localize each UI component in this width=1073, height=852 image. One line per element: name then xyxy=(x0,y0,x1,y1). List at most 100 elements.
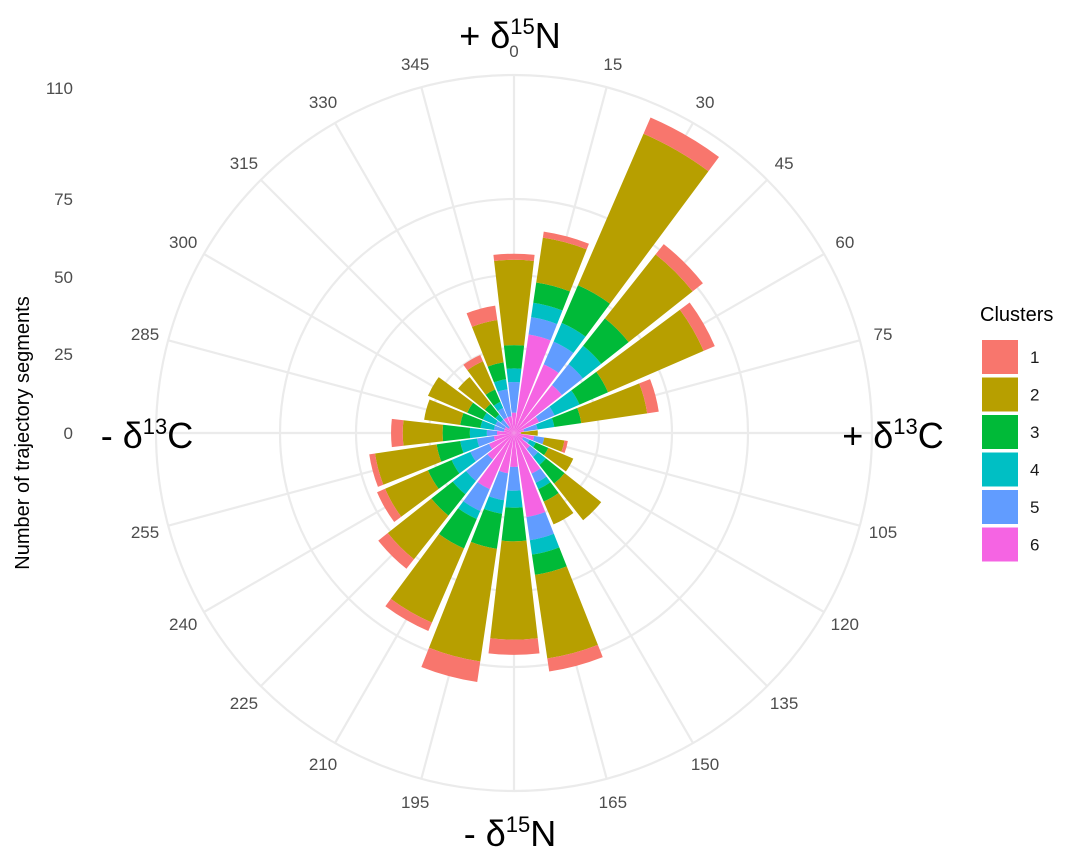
angle-tick-label-285: 285 xyxy=(131,325,159,344)
angle-tick-label-195: 195 xyxy=(401,793,429,812)
bar-segment-285-cluster-2 xyxy=(424,399,464,426)
bar-segment-165-cluster-5 xyxy=(526,512,554,541)
direction-label-right: + δ13C xyxy=(842,414,944,456)
bar-segment-45-cluster-2 xyxy=(604,254,693,343)
bar-segment-45-cluster-1 xyxy=(655,244,703,292)
radial-tick-label-50: 50 xyxy=(54,268,73,287)
bar-segment-285-cluster-4 xyxy=(480,420,496,431)
bar-segment-60-cluster-3 xyxy=(571,371,609,405)
bar-segment-60-cluster-4 xyxy=(549,390,580,416)
bar-segment-240-cluster-2 xyxy=(385,470,439,517)
bar-segment-300-cluster-5 xyxy=(495,420,506,429)
angle-tick-label-255: 255 xyxy=(131,523,159,542)
bar-segment-150-cluster-6 xyxy=(514,433,541,474)
legend-swatch-1 xyxy=(982,340,1018,374)
bar-segment-90-cluster-2 xyxy=(520,430,538,436)
bar-segment-270-cluster-5 xyxy=(486,429,498,437)
bar-segment-75-cluster-5 xyxy=(523,424,538,432)
bar-segment-165-cluster-4 xyxy=(529,533,560,555)
radial-tick-label-110: 110 xyxy=(46,79,73,98)
bar-segment-15-cluster-1 xyxy=(542,231,589,250)
bar-segment-210-cluster-4 xyxy=(458,501,481,520)
bar-segment-15-cluster-5 xyxy=(528,317,558,341)
bar-segment-45-cluster-6 xyxy=(514,385,562,433)
bar-segment-330-cluster-5 xyxy=(497,408,508,420)
angle-tick-label-210: 210 xyxy=(309,755,337,774)
legend-label-3: 3 xyxy=(1030,423,1039,442)
bars xyxy=(369,117,719,683)
grid-spoke-105 xyxy=(513,431,861,527)
bar-segment-225-cluster-3 xyxy=(431,481,466,516)
bar-segment-315-cluster-6 xyxy=(508,427,514,433)
bar-segment-15-cluster-4 xyxy=(531,302,563,325)
bar-segment-255-cluster-6 xyxy=(493,433,514,441)
bar-segment-135-cluster-2 xyxy=(554,473,602,521)
bar-segment-150-cluster-5 xyxy=(531,468,547,483)
bar-segment-180-cluster-5 xyxy=(507,466,521,491)
bar-segment-210-cluster-5 xyxy=(463,482,490,512)
bar-segment-300-cluster-6 xyxy=(504,426,514,433)
bar-segment-240-cluster-4 xyxy=(451,451,476,474)
bar-segment-180-cluster-4 xyxy=(505,490,523,508)
bar-segment-0-cluster-1 xyxy=(493,253,535,261)
bar-segment-75-cluster-6 xyxy=(514,429,525,433)
bar-segment-120-cluster-3 xyxy=(533,442,549,456)
angle-tick-label-0: 0 xyxy=(509,42,518,61)
angle-tick-label-30: 30 xyxy=(696,93,715,112)
bar-segment-60-cluster-5 xyxy=(535,406,555,423)
direction-label-top: + δ15N xyxy=(459,14,561,56)
bar-segment-180-cluster-2 xyxy=(490,540,538,640)
bar-segment-45-cluster-3 xyxy=(583,318,629,364)
legend: Clusters 1 2 3 4 5 6 xyxy=(980,304,1053,562)
bar-segment-270-cluster-3 xyxy=(442,424,471,442)
angle-tick-label-135: 135 xyxy=(770,694,798,713)
bar-segment-285-cluster-5 xyxy=(493,425,505,432)
legend-label-6: 6 xyxy=(1030,536,1039,555)
radial-tick-label-75: 75 xyxy=(54,190,73,209)
bar-segment-0-cluster-6 xyxy=(511,412,517,433)
bar-segment-210-cluster-6 xyxy=(477,433,514,490)
legend-swatch-5 xyxy=(982,490,1018,524)
bar-segment-165-cluster-1 xyxy=(547,644,603,672)
angle-tick-label-45: 45 xyxy=(775,154,794,173)
bar-segment-135-cluster-4 xyxy=(533,452,546,465)
bar-segment-240-cluster-6 xyxy=(489,433,514,450)
direction-label-left: - δ13C xyxy=(101,414,194,456)
radial-tick-label-0: 0 xyxy=(64,424,73,443)
bar-segment-345-cluster-1 xyxy=(466,305,498,327)
bar-segment-180-cluster-3 xyxy=(501,507,527,542)
radial-tick-labels: 0 25 50 75 110 xyxy=(46,79,73,443)
bar-segment-30-cluster-2 xyxy=(577,133,709,304)
bar-segment-150-cluster-3 xyxy=(538,482,559,502)
bar-segment-270-cluster-4 xyxy=(469,427,487,439)
bar-segment-330-cluster-2 xyxy=(467,361,496,395)
angle-tick-label-240: 240 xyxy=(169,615,197,634)
y-axis-title: Number of trajectory segments xyxy=(12,296,34,569)
bar-segment-150-cluster-2 xyxy=(543,493,574,525)
legend-swatch-3 xyxy=(982,415,1018,449)
bar-segment-105-cluster-2 xyxy=(542,437,565,452)
legend-label-4: 4 xyxy=(1030,461,1039,480)
bar-segment-240-cluster-5 xyxy=(470,443,493,462)
bar-segment-30-cluster-1 xyxy=(643,117,719,172)
bar-segment-75-cluster-1 xyxy=(639,379,659,414)
bar-segment-60-cluster-1 xyxy=(679,302,715,351)
angle-tick-label-105: 105 xyxy=(869,523,897,542)
bar-segment-105-cluster-1 xyxy=(561,440,568,454)
bar-segment-210-cluster-1 xyxy=(385,598,432,632)
bar-segment-120-cluster-2 xyxy=(544,447,574,472)
legend-title: Clusters xyxy=(980,304,1053,326)
bar-segment-270-cluster-2 xyxy=(402,420,444,446)
bar-segment-135-cluster-5 xyxy=(526,445,538,457)
bar-segment-210-cluster-3 xyxy=(438,508,477,549)
bar-segment-210-cluster-2 xyxy=(390,534,465,623)
bar-segment-30-cluster-5 xyxy=(543,341,574,373)
bar-segment-180-cluster-6 xyxy=(510,433,518,468)
bar-segment-0-cluster-3 xyxy=(503,345,525,369)
bar-segment-30-cluster-6 xyxy=(514,364,559,433)
legend-label-5: 5 xyxy=(1030,498,1039,517)
angle-tick-label-225: 225 xyxy=(230,694,258,713)
angle-tick-label-330: 330 xyxy=(309,93,337,112)
bar-segment-315-cluster-2 xyxy=(458,377,491,410)
bar-segment-165-cluster-6 xyxy=(514,433,546,518)
